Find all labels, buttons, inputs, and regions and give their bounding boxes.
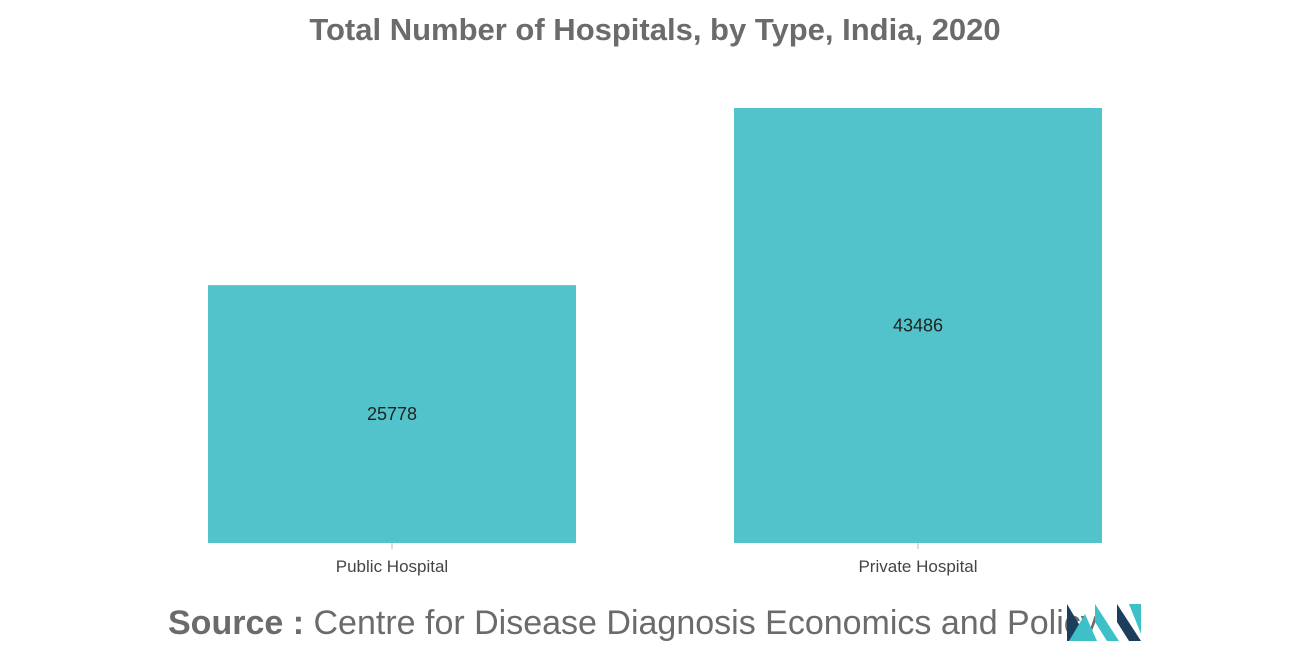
bar-private-hospital — [734, 108, 1102, 543]
data-label: 25778 — [367, 404, 417, 424]
bar-chart: 25778 Public Hospital 43486 Private Hospita… — [208, 108, 1102, 576]
bar-public-hospital — [208, 285, 576, 543]
data-label: 43486 — [893, 316, 943, 336]
source-text: Centre for Disease Diagnosis Economics a… — [313, 604, 1098, 642]
chart-title: Total Number of Hospitals, by Type, Indi… — [309, 12, 1001, 47]
source-note: Source : Centre for Disease Diagnosis Ec… — [168, 604, 1098, 643]
x-tick-label: Private Hospital — [858, 557, 977, 576]
source-label: Source : — [168, 604, 305, 642]
x-tick-label: Public Hospital — [336, 557, 448, 576]
brand-logo-icon — [1067, 604, 1141, 641]
